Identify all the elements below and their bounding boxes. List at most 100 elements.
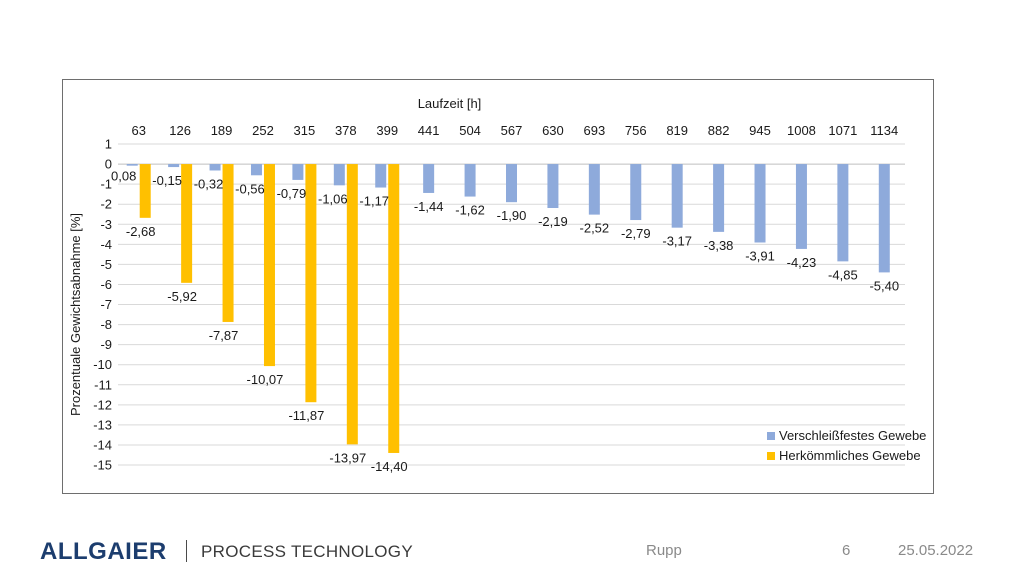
y-tick-label: -7 — [100, 297, 112, 312]
y-tick-label: -4 — [100, 237, 112, 252]
chart-frame: 1 0 -1 -2 -3 -4 -5 -6 -7 -8 -9 -10 -11 -12 -13 -14 -15 La… — [62, 79, 934, 494]
data-label-series1: -0,32 — [194, 176, 224, 191]
x-tick-label: 399 — [376, 123, 398, 138]
y-axis-title: Prozentuale Gewichtsabnahme [%] — [68, 213, 83, 416]
data-label-series1: -1,06 — [318, 191, 348, 206]
bar-series1 — [423, 164, 435, 193]
x-axis-title: Laufzeit [h] — [418, 96, 482, 111]
x-tick-label: 630 — [542, 123, 564, 138]
y-tick-label: 1 — [105, 137, 112, 152]
bar-series2 — [346, 164, 358, 445]
data-label-series1: -0,15 — [152, 173, 182, 188]
bar-series1 — [754, 164, 766, 243]
data-label-series1: -2,52 — [580, 221, 610, 236]
brand-logo: ALLGAIER — [40, 538, 167, 565]
bar-series1 — [713, 164, 725, 232]
data-label-series1: -2,19 — [538, 214, 568, 229]
bar-series1 — [671, 164, 683, 228]
data-label-series2: -13,97 — [329, 450, 366, 465]
data-label-series2: -7,87 — [209, 328, 239, 343]
legend-swatch-series2 — [767, 452, 775, 460]
data-label-series1: -3,38 — [704, 238, 734, 253]
y-tick-label: -12 — [93, 397, 112, 412]
x-tick-label: 252 — [252, 123, 274, 138]
bar-series2 — [263, 164, 275, 367]
bar-series1 — [333, 164, 345, 186]
x-tick-label: 756 — [625, 123, 647, 138]
data-label-series2: -11,87 — [288, 408, 324, 423]
legend-label-series2: Herkömmliches Gewebe — [779, 448, 921, 463]
data-label-series1: -2,79 — [621, 226, 651, 241]
brand-tagline: PROCESS TECHNOLOGY — [201, 542, 413, 561]
bar-series1 — [250, 164, 262, 176]
bar-series2 — [388, 164, 400, 453]
data-label-series1: -3,17 — [662, 234, 692, 249]
bar-series1 — [375, 164, 387, 188]
data-label-series2: -5,92 — [167, 289, 197, 304]
x-tick-label: 882 — [708, 123, 730, 138]
bar-series1 — [168, 164, 180, 168]
x-tick-label: 1008 — [787, 123, 816, 138]
x-tick-label: 189 — [211, 123, 233, 138]
data-label-series1: -1,90 — [497, 208, 527, 223]
y-tick-label: -14 — [93, 437, 112, 452]
y-tick-label: -10 — [93, 357, 112, 372]
y-tick-label: 0 — [105, 157, 112, 172]
data-label-series1: -5,40 — [869, 278, 899, 293]
y-tick-label: -8 — [100, 317, 112, 332]
bar-series2 — [139, 164, 151, 218]
bar-series1 — [588, 164, 600, 215]
x-tick-label: 378 — [335, 123, 357, 138]
x-tick-label: 126 — [169, 123, 191, 138]
bar-series1 — [292, 164, 304, 180]
footer: ALLGAIER PROCESS TECHNOLOGY Rupp 6 25.05… — [0, 534, 1024, 568]
x-tick-label: 315 — [294, 123, 316, 138]
x-tick-label: 567 — [501, 123, 523, 138]
bar-series1 — [506, 164, 517, 203]
data-label-series2: -14,40 — [371, 459, 408, 474]
bar-series1 — [547, 164, 559, 208]
bar-series1 — [464, 164, 476, 197]
y-tick-label: -2 — [100, 197, 112, 212]
y-tick-label: -3 — [100, 217, 112, 232]
x-tick-label: 945 — [749, 123, 771, 138]
data-label-series1: 0,08 — [111, 169, 136, 184]
y-tick-label: -15 — [93, 458, 112, 473]
data-label-series1: -0,56 — [235, 181, 265, 196]
y-tick-label: -9 — [100, 337, 112, 352]
x-tick-label: 819 — [666, 123, 688, 138]
x-tick-label: 1134 — [870, 123, 898, 138]
data-label-series1: -4,85 — [828, 267, 858, 282]
bar-series1 — [630, 164, 642, 221]
data-label-series1: -3,91 — [745, 249, 775, 264]
x-tick-label: 693 — [583, 123, 605, 138]
bar-series2 — [305, 164, 317, 403]
x-tick-label: 63 — [131, 123, 145, 138]
author: Rupp — [646, 542, 682, 559]
bar-series2 — [181, 164, 193, 283]
x-tick-label: 441 — [418, 123, 440, 138]
y-tick-label: -1 — [100, 177, 112, 192]
legend-swatch-series1 — [767, 432, 775, 440]
data-label-series2: -2,68 — [126, 224, 156, 239]
data-label-series1: -4,23 — [787, 255, 817, 270]
chart: 1 0 -1 -2 -3 -4 -5 -6 -7 -8 -9 -10 -11 -12 -13 -14 -15 La… — [68, 96, 926, 474]
y-tick-label: -5 — [100, 257, 112, 272]
bar-series1 — [126, 164, 138, 166]
data-label-series1: -1,17 — [359, 194, 389, 209]
y-tick-label: -13 — [93, 417, 112, 432]
y-tick-label: -6 — [100, 277, 112, 292]
bar-series2 — [222, 164, 234, 322]
data-label-series1: -1,44 — [414, 199, 444, 214]
page-number: 6 — [842, 542, 851, 559]
date: 25.05.2022 — [898, 542, 974, 559]
bar-series1 — [878, 164, 890, 273]
x-tick-label: 1071 — [828, 123, 857, 138]
y-tick-label: -11 — [94, 377, 112, 392]
x-tick-label: 504 — [459, 123, 481, 138]
bar-series1 — [837, 164, 849, 262]
data-label-series2: -10,07 — [247, 372, 284, 387]
data-label-series1: -0,79 — [277, 186, 307, 201]
logo-divider — [186, 540, 187, 562]
data-label-series1: -1,62 — [455, 203, 485, 218]
